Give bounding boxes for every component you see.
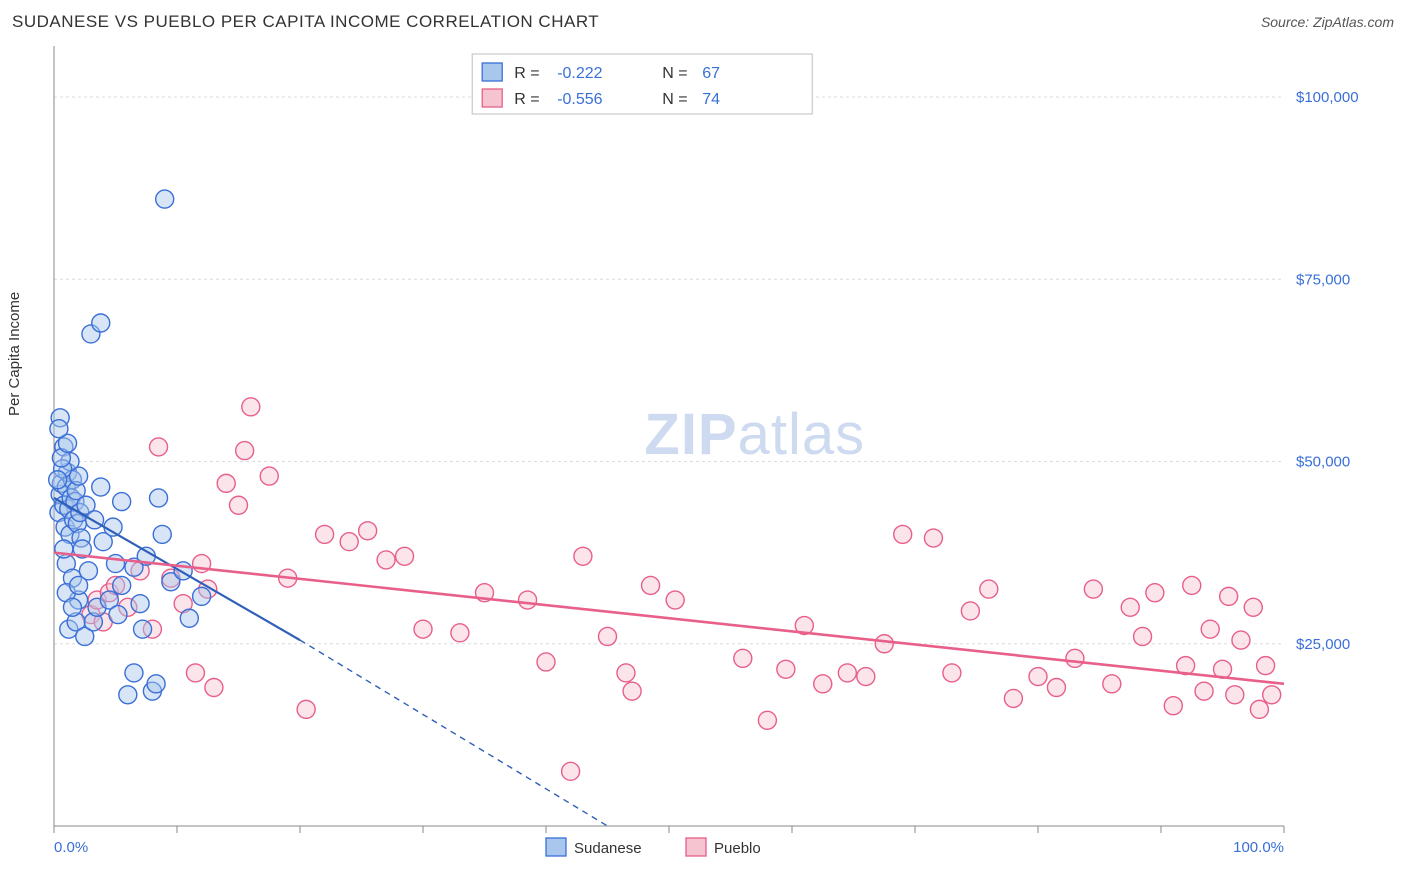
svg-text:$25,000: $25,000 — [1296, 636, 1350, 653]
svg-text:$50,000: $50,000 — [1296, 454, 1350, 471]
chart-container: Per Capita Income $25,000$50,000$75,000$… — [12, 36, 1394, 876]
svg-text:N =: N = — [662, 91, 687, 108]
svg-text:$100,000: $100,000 — [1296, 89, 1359, 106]
svg-text:-0.556: -0.556 — [557, 91, 602, 108]
svg-text:0.0%: 0.0% — [54, 839, 88, 856]
source-attribution: Source: ZipAtlas.com — [1261, 14, 1394, 30]
svg-text:R =: R = — [514, 91, 539, 108]
y-axis-label: Per Capita Income — [6, 292, 23, 416]
svg-text:R =: R = — [514, 65, 539, 82]
svg-text:67: 67 — [702, 65, 720, 82]
svg-text:$75,000: $75,000 — [1296, 271, 1350, 288]
svg-text:74: 74 — [702, 91, 720, 108]
chart-title: SUDANESE VS PUEBLO PER CAPITA INCOME COR… — [12, 12, 599, 32]
scatter-chart: $25,000 $50,000 $75,000 $100,000 ZIPatlas 0.0… — [12, 36, 1394, 876]
svg-text:ZIPatlas: ZIPatlas — [644, 402, 865, 467]
svg-text:N =: N = — [662, 65, 687, 82]
svg-text:Pueblo: Pueblo — [714, 840, 761, 857]
svg-text:Sudanese: Sudanese — [574, 840, 642, 857]
svg-text:100.0%: 100.0% — [1233, 839, 1284, 856]
svg-text:-0.222: -0.222 — [557, 65, 602, 82]
